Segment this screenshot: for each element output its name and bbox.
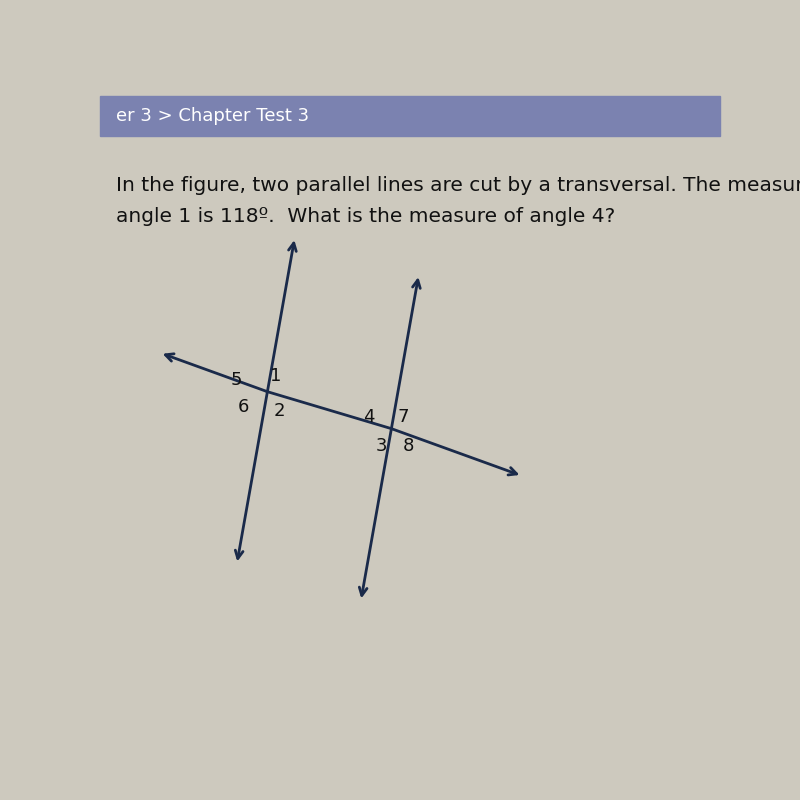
Text: angle 1 is 118º.  What is the measure of angle 4?: angle 1 is 118º. What is the measure of … (115, 206, 614, 226)
Text: 4: 4 (363, 407, 374, 426)
Text: 1: 1 (270, 367, 282, 385)
Text: 5: 5 (230, 370, 242, 389)
Text: 7: 7 (398, 407, 410, 426)
Text: er 3 > Chapter Test 3: er 3 > Chapter Test 3 (115, 107, 309, 125)
Text: 3: 3 (375, 437, 386, 455)
Text: 6: 6 (238, 398, 249, 416)
Text: In the figure, two parallel lines are cut by a transversal. The measure of: In the figure, two parallel lines are cu… (115, 176, 800, 195)
Text: 8: 8 (403, 437, 414, 455)
Text: 2: 2 (274, 402, 286, 420)
Bar (100, 96, 720, 136)
